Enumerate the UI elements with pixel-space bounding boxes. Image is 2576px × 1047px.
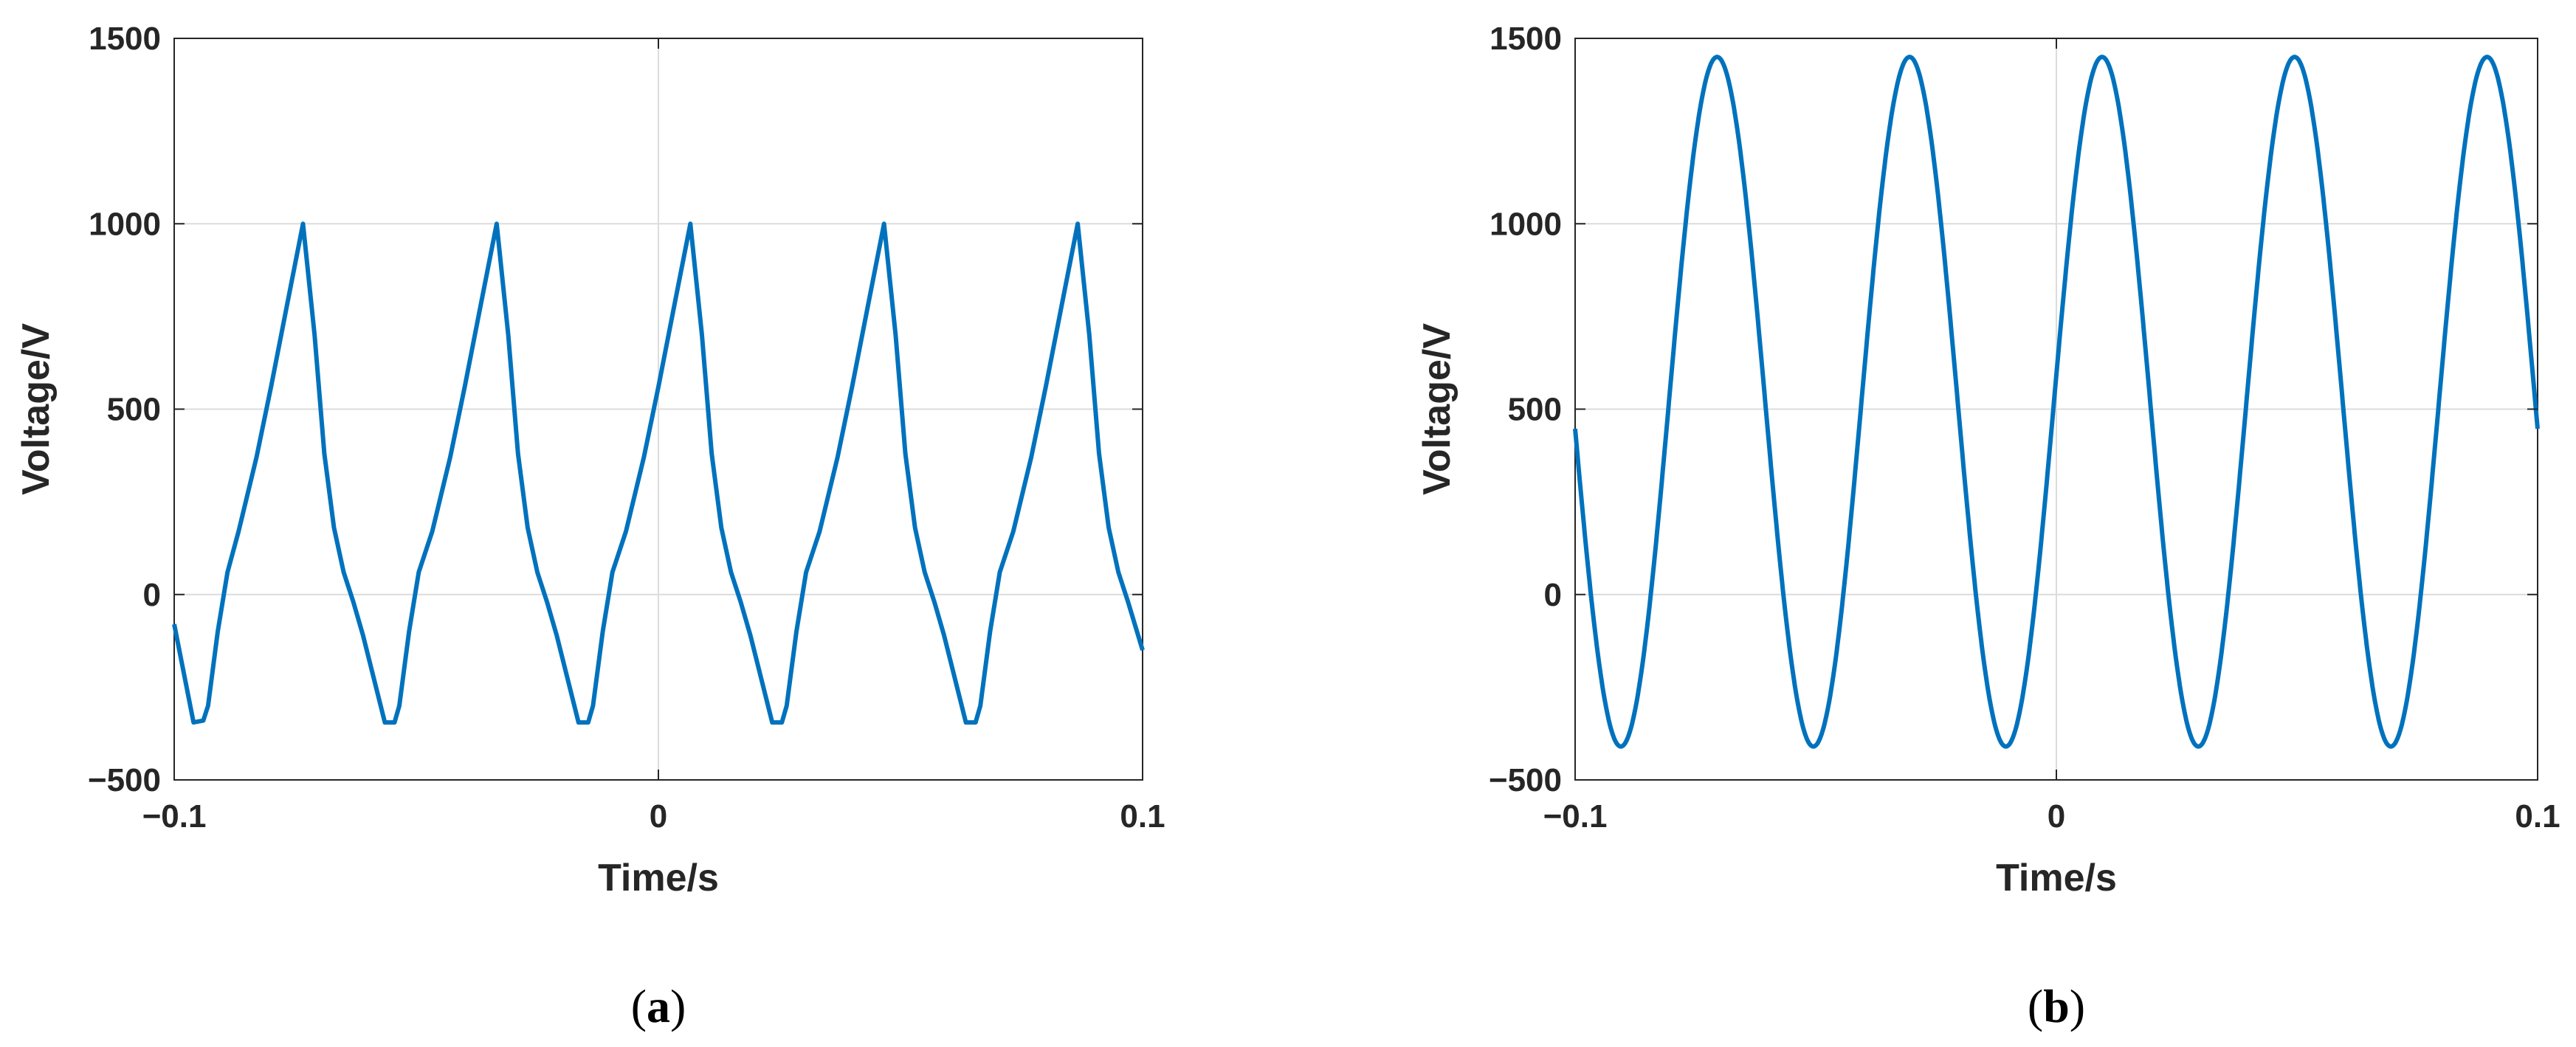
y-tick-label-b-3: 1000 xyxy=(1490,206,1562,242)
y-axis-title-b: Voltage/V xyxy=(1416,323,1459,495)
x-tick-label-b-1: 0 xyxy=(2048,798,2065,835)
x-tick-label-b-2: 0.1 xyxy=(2515,798,2560,835)
y-tick-label-a-4: 1500 xyxy=(89,21,161,57)
y-tick-label-a-2: 500 xyxy=(107,392,161,428)
x-tick-label-a-2: 0.1 xyxy=(1120,798,1165,835)
panel-b: −0.1 0 0.1 −500 0 500 1000 1500 Time/s Voltage/… xyxy=(1416,21,2560,1032)
series-group-a xyxy=(172,221,1145,725)
y-tick-label-a-0: −500 xyxy=(88,762,161,798)
y-axis-title-a: Voltage/V xyxy=(15,323,58,495)
x-tick-label-a-0: −0.1 xyxy=(142,798,207,835)
x-tick-label-a-1: 0 xyxy=(650,798,667,835)
y-tick-label-b-4: 1500 xyxy=(1490,21,1562,57)
ticks-a: −0.1 0 0.1 −500 0 500 1000 1500 xyxy=(88,21,1165,835)
caption-a: (a) xyxy=(631,980,686,1032)
panel-a: −0.1 0 0.1 −500 0 500 1000 1500 Time/s Voltage/… xyxy=(15,21,1165,1032)
caption-b: (b) xyxy=(2028,980,2085,1032)
ticks-b: −0.1 0 0.1 −500 0 500 1000 1500 xyxy=(1489,21,2560,835)
y-tick-label-a-3: 1000 xyxy=(89,206,161,242)
caption-letter-b: b xyxy=(2043,980,2070,1032)
x-axis-title-b: Time/s xyxy=(1996,857,2117,899)
series-line-a xyxy=(172,221,1145,725)
y-tick-label-b-2: 500 xyxy=(1508,392,1562,428)
y-tick-label-b-1: 0 xyxy=(1544,577,1562,613)
x-axis-title-a: Time/s xyxy=(598,857,719,899)
grid-b xyxy=(1574,38,2538,781)
y-tick-label-b-0: −500 xyxy=(1489,762,1562,798)
caption-letter-a: a xyxy=(647,980,670,1032)
x-tick-label-b-0: −0.1 xyxy=(1543,798,1608,835)
series-line-b xyxy=(1573,55,2540,749)
y-tick-label-a-1: 0 xyxy=(143,577,161,613)
series-group-b xyxy=(1573,55,2540,749)
